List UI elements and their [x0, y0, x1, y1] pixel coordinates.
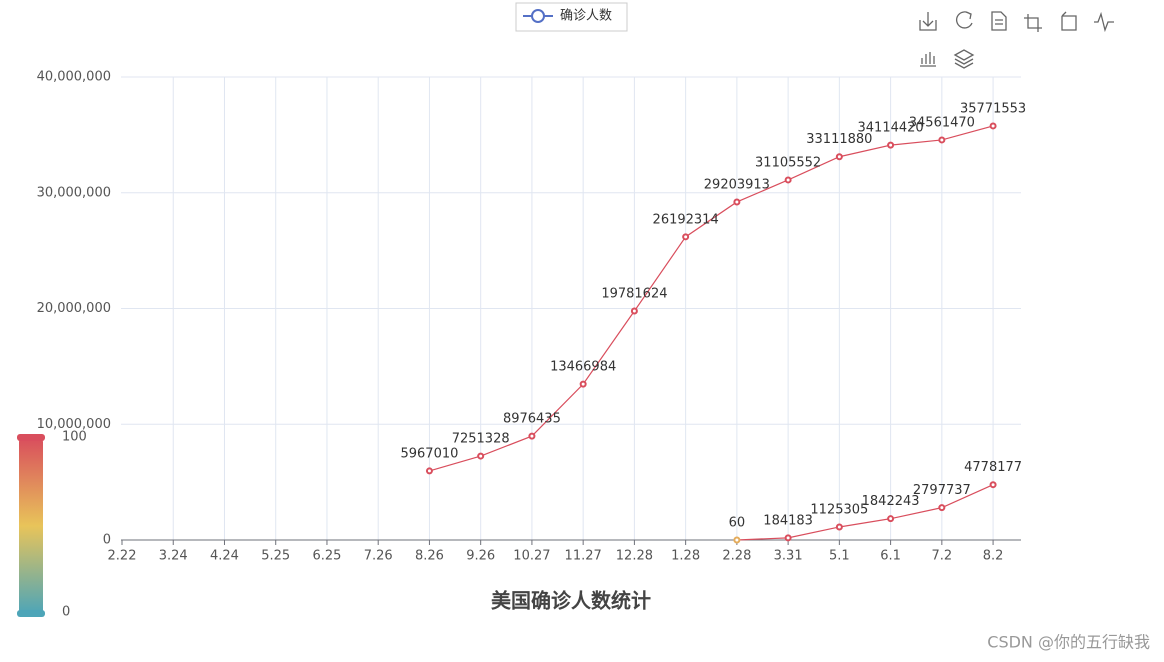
x-tick-label: 6.1 [880, 549, 901, 564]
x-tick-label: 1.28 [671, 549, 700, 564]
y-tick-label: 30,000,000 [37, 185, 111, 200]
x-tick-label: 8.2 [983, 549, 1004, 564]
footer: CSDN @你的五行缺我 [987, 633, 1150, 652]
legend-box [515, 2, 628, 32]
data-label: 1125305 [810, 502, 868, 517]
x-tick-label: 3.31 [774, 549, 803, 564]
x-tick-label: 2.22 [108, 549, 137, 564]
data-point [477, 452, 485, 460]
x-tick-label: 9.26 [466, 549, 495, 564]
data-label: 7251328 [452, 432, 510, 447]
data-point [425, 467, 433, 475]
data-label: 26192314 [653, 212, 719, 227]
data-point [579, 380, 587, 388]
x-tick-label: 7.2 [931, 549, 952, 564]
y-tick-label: 40,000,000 [37, 70, 111, 85]
data-label: 31105552 [755, 155, 821, 170]
legend[interactable]: 确诊人数 [515, 2, 628, 32]
y-tick-label: 10,000,000 [37, 417, 111, 432]
x-tick-label: 7.26 [364, 549, 393, 564]
data-point [630, 307, 638, 315]
data-point [682, 233, 690, 241]
data-label: 60 [729, 515, 746, 530]
x-tick-label: 4.24 [210, 549, 239, 564]
x-tick-label: 5.1 [829, 549, 850, 564]
visual-map-handle[interactable] [17, 434, 45, 441]
visual-map-min: 0 [62, 605, 70, 620]
x-tick-label: 8.26 [415, 549, 444, 564]
data-label: 13466984 [550, 360, 616, 375]
visual-map-bar [19, 438, 43, 614]
data-point [528, 432, 536, 440]
data-point [887, 141, 895, 149]
data-point [733, 198, 741, 206]
data-point [835, 153, 843, 161]
y-tick-label: 0 [103, 533, 111, 548]
x-tick-label: 11.27 [565, 549, 602, 564]
x-tick-label: 12.28 [616, 549, 653, 564]
data-label: 34561470 [909, 115, 975, 130]
x-tick-label: 10.27 [513, 549, 550, 564]
data-label: 2797737 [913, 483, 971, 498]
x-tick-label: 2.28 [722, 549, 751, 564]
legend-label: 确诊人数 [560, 9, 612, 24]
chart-title: 美国确诊人数统计 [491, 589, 651, 613]
data-point [938, 504, 946, 512]
x-tick-label: 5.25 [261, 549, 290, 564]
series-line [429, 125, 994, 541]
x-tick-label: 6.25 [312, 549, 341, 564]
data-label: 184183 [763, 513, 813, 528]
data-label: 33111880 [806, 132, 872, 147]
data-point [733, 536, 741, 544]
data-point [989, 122, 997, 130]
data-point [784, 534, 792, 542]
data-label: 4778177 [964, 460, 1022, 475]
data-point [784, 176, 792, 184]
data-label: 8976435 [503, 412, 561, 427]
data-label: 5967010 [400, 446, 458, 461]
x-tick-label: 3.24 [159, 549, 188, 564]
data-label: 34114420 [858, 121, 924, 136]
data-label: 19781624 [601, 287, 667, 302]
data-point [835, 523, 843, 531]
data-point [887, 515, 895, 523]
data-label: 1842243 [862, 494, 920, 509]
y-tick-label: 20,000,000 [37, 301, 111, 316]
visual-map[interactable]: 100 0 [17, 430, 87, 620]
toolbox[interactable] [919, 11, 1114, 69]
legend-symbol [531, 9, 545, 23]
data-point [938, 136, 946, 144]
data-label: 35771553 [960, 101, 1026, 116]
visual-map-max: 100 [62, 430, 87, 445]
data-label: 29203913 [704, 177, 770, 192]
data-point [989, 481, 997, 489]
visual-map-handle[interactable] [17, 610, 45, 617]
